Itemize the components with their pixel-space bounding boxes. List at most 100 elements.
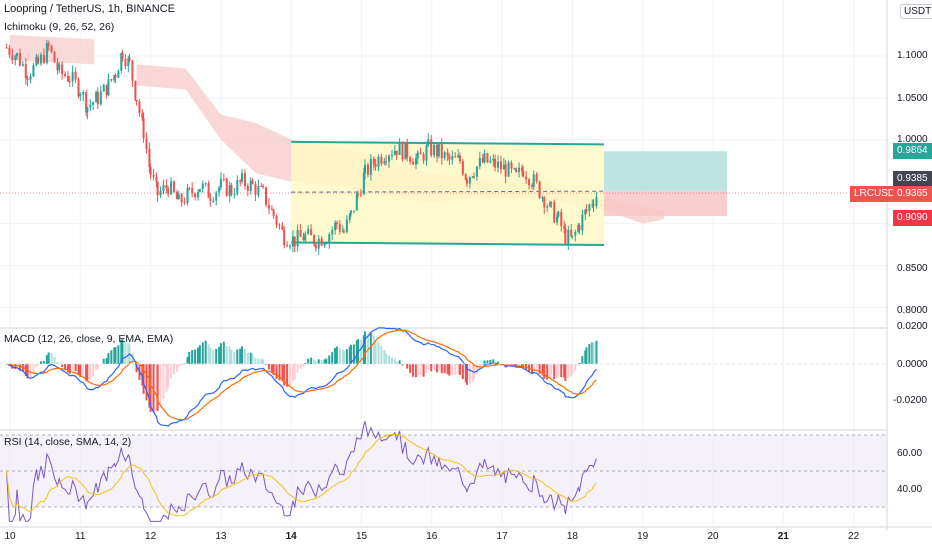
candle-body bbox=[204, 183, 207, 185]
macd-bar bbox=[201, 342, 204, 364]
macd-bar bbox=[198, 345, 201, 364]
candle-body bbox=[102, 84, 105, 92]
candle-body bbox=[177, 194, 180, 200]
price-label-1100: 1.1000 bbox=[897, 50, 928, 61]
candle-body bbox=[296, 230, 299, 247]
macd-bar bbox=[342, 351, 345, 364]
candle-body bbox=[398, 142, 401, 155]
candle-body bbox=[409, 157, 412, 162]
macd-bar bbox=[401, 364, 404, 366]
candle-body bbox=[270, 208, 273, 210]
macd-label[interactable]: MACD (12, 26, close, 9, EMA, EMA) bbox=[4, 333, 174, 345]
macd-bar bbox=[331, 352, 334, 364]
macd-bar bbox=[492, 359, 495, 364]
candle-body bbox=[496, 161, 500, 168]
macd-bar bbox=[254, 358, 257, 364]
candle-body bbox=[40, 54, 43, 64]
macd-bar bbox=[560, 364, 563, 378]
high-price-tag: 0.9385 bbox=[893, 171, 932, 187]
macd-bar bbox=[349, 344, 352, 364]
macd-bar bbox=[219, 343, 222, 364]
candle-body bbox=[563, 226, 566, 229]
target-price-tag: 0.9864 bbox=[893, 143, 932, 159]
macd-bar bbox=[96, 364, 99, 370]
macd-bar bbox=[71, 364, 74, 371]
candle-body bbox=[348, 213, 351, 220]
candle-body bbox=[323, 243, 326, 246]
macd-bar bbox=[481, 364, 484, 366]
candle-body bbox=[461, 161, 464, 175]
macd-bar bbox=[385, 353, 388, 364]
rsi-line bbox=[6, 421, 597, 522]
candle-body bbox=[588, 204, 591, 211]
candle-body bbox=[564, 228, 567, 244]
candle-body bbox=[522, 171, 525, 177]
candle-body bbox=[215, 192, 218, 201]
macd-histogram bbox=[5, 331, 598, 413]
candle-body bbox=[89, 104, 92, 108]
candle-body bbox=[331, 229, 334, 235]
candle-body bbox=[291, 236, 294, 247]
candle-body bbox=[574, 231, 577, 236]
candle-body bbox=[557, 211, 560, 217]
candle-body bbox=[374, 164, 377, 167]
candle-body bbox=[437, 144, 440, 157]
candle-body bbox=[121, 53, 124, 60]
macd-bar bbox=[471, 364, 474, 382]
candle-body bbox=[550, 202, 553, 204]
candle-body bbox=[492, 158, 495, 161]
rsi-label[interactable]: RSI (14, close, SMA, 14, 2) bbox=[4, 436, 132, 448]
macd-bar bbox=[307, 358, 310, 364]
candle-body bbox=[233, 194, 236, 196]
candle-body bbox=[278, 224, 281, 226]
channel-lower-line[interactable] bbox=[291, 241, 605, 246]
macd-bar bbox=[320, 359, 323, 364]
macd-bar bbox=[289, 364, 292, 386]
candle-body bbox=[53, 51, 56, 63]
candle-body bbox=[349, 210, 352, 214]
macd-bar bbox=[458, 364, 461, 375]
macd-bar bbox=[296, 364, 299, 373]
time-label-22: 22 bbox=[848, 531, 860, 542]
channel-upper-line[interactable] bbox=[291, 140, 605, 146]
candles[interactable] bbox=[5, 40, 598, 255]
candle-body bbox=[546, 206, 549, 208]
candle-body bbox=[507, 162, 510, 177]
stop-zone[interactable] bbox=[604, 191, 728, 217]
candle-body bbox=[571, 235, 574, 237]
candle-body bbox=[352, 210, 355, 212]
candle-body bbox=[525, 176, 528, 180]
candle-body bbox=[314, 244, 317, 249]
macd-bar bbox=[584, 350, 587, 364]
macd-bar bbox=[107, 352, 110, 364]
price-label-1050: 1.0500 bbox=[897, 93, 928, 104]
macd-bar bbox=[127, 342, 130, 364]
candle-body bbox=[283, 229, 286, 246]
candle-body bbox=[313, 235, 316, 245]
candle-body bbox=[307, 229, 310, 234]
candle-body bbox=[458, 155, 461, 162]
candle-body bbox=[335, 222, 338, 225]
time-label-15: 15 bbox=[355, 531, 368, 542]
candle-body bbox=[145, 138, 148, 149]
currency-button[interactable]: USDT bbox=[900, 4, 932, 19]
candle-body bbox=[148, 148, 151, 168]
target-zone[interactable] bbox=[604, 151, 728, 192]
macd-bar bbox=[272, 364, 275, 376]
macd-bar bbox=[302, 364, 305, 367]
candle-body bbox=[592, 204, 595, 206]
macd-bar bbox=[348, 346, 351, 364]
macd-bar bbox=[218, 346, 221, 364]
candle-body bbox=[18, 53, 21, 66]
macd-bar bbox=[553, 364, 556, 380]
candle-body bbox=[345, 219, 348, 233]
macd-bar bbox=[170, 364, 173, 379]
macd-bar bbox=[588, 343, 591, 364]
candle-body bbox=[464, 174, 467, 180]
candle-body bbox=[414, 158, 418, 165]
candle-body bbox=[412, 161, 415, 165]
candle-body bbox=[138, 101, 141, 113]
ichimoku-label[interactable]: Ichimoku (9, 26, 52, 26) bbox=[4, 21, 115, 33]
channel-fill bbox=[291, 141, 605, 245]
